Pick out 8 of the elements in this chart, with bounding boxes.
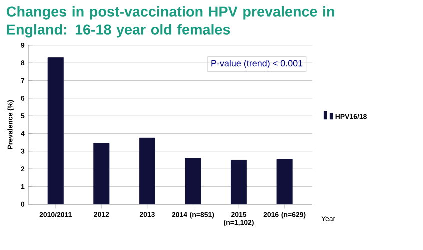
bar: [276, 159, 293, 204]
bar: [48, 58, 64, 204]
bar: [185, 158, 202, 204]
chart-title: Changes in post-vaccination HPV prevalence in England: 16-18 year old females: [6, 6, 334, 38]
bar: [139, 138, 156, 204]
annotation: P-value (trend) < 0.001: [212, 60, 303, 69]
bar: [231, 160, 248, 204]
bar: [94, 143, 110, 204]
